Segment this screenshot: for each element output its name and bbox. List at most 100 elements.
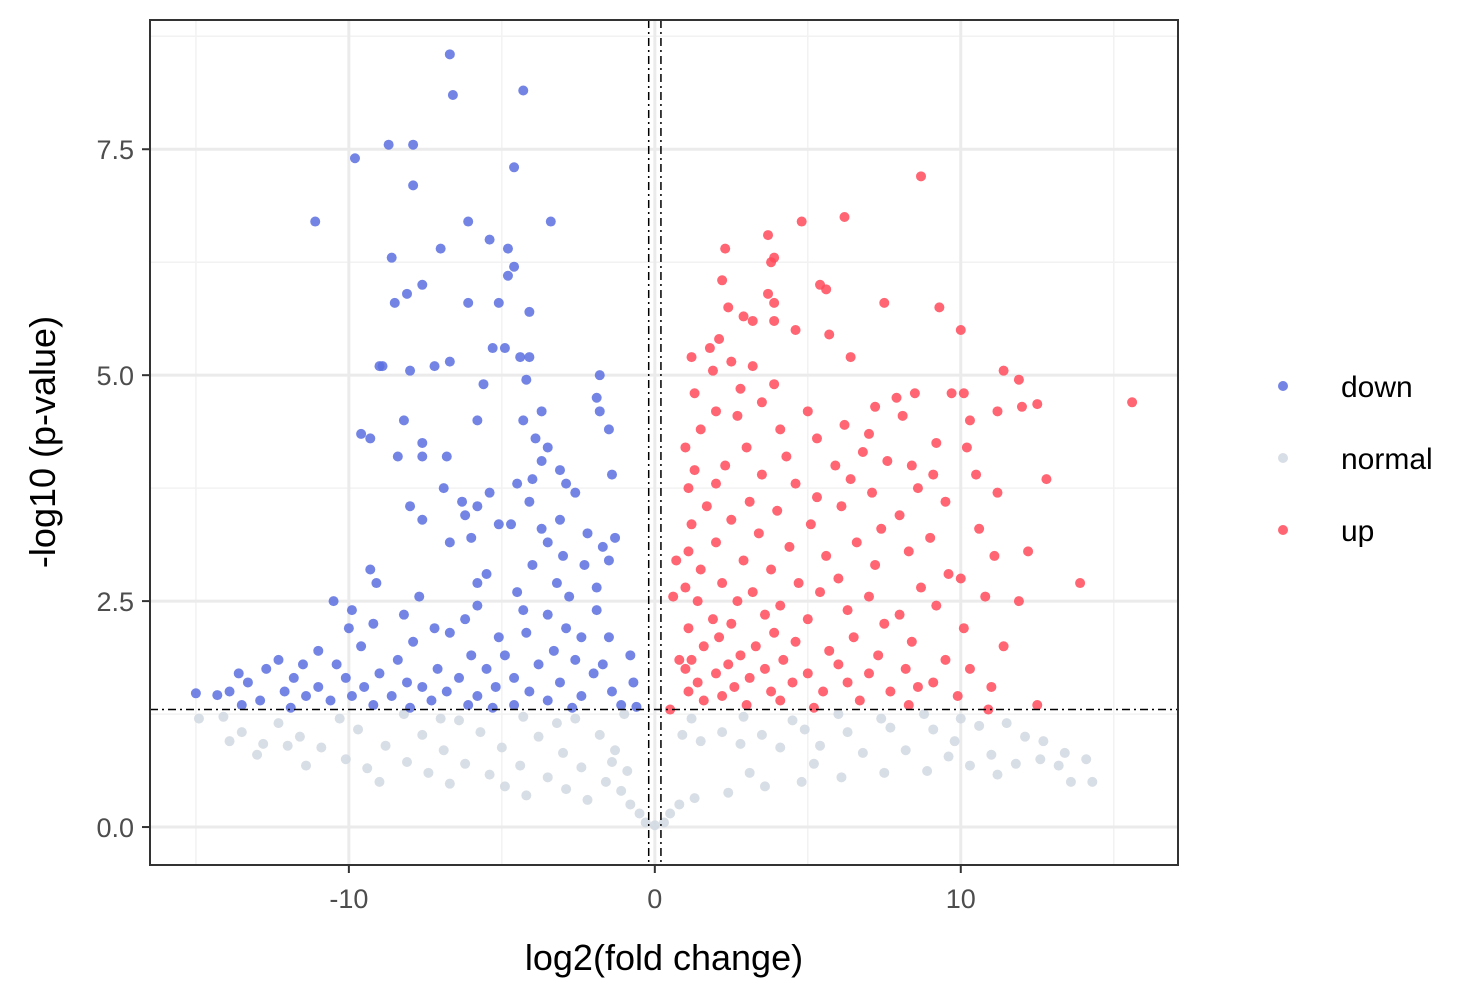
point-down (313, 681, 324, 692)
point-down (512, 587, 523, 598)
point-up (986, 681, 997, 692)
point-normal (499, 781, 510, 792)
point-up (992, 406, 1003, 417)
point-down (356, 428, 367, 439)
point-up (879, 297, 890, 308)
point-down (542, 609, 553, 620)
point-down (548, 645, 559, 656)
point-normal (842, 727, 853, 738)
point-up (811, 492, 822, 503)
point-down (356, 641, 367, 652)
point-up (781, 451, 792, 462)
point-up (900, 663, 911, 674)
point-up (756, 469, 767, 480)
point-up (836, 501, 847, 512)
point-normal (301, 760, 312, 771)
point-up (735, 650, 746, 661)
point-up (787, 677, 798, 688)
point-up (848, 632, 859, 643)
point-up (931, 437, 942, 448)
point-up (839, 212, 850, 223)
point-down (502, 270, 513, 281)
point-down (493, 519, 504, 530)
point-normal (919, 709, 930, 720)
point-up (683, 483, 694, 494)
point-normal (928, 724, 939, 735)
point-down (454, 672, 465, 683)
point-up (934, 302, 945, 313)
y-tick-label: 7.5 (96, 135, 134, 165)
point-down (518, 85, 529, 96)
point-down (487, 343, 498, 354)
point-up (756, 397, 767, 408)
point-down (487, 702, 498, 713)
point-down (603, 632, 614, 643)
point-up (683, 623, 694, 634)
point-normal (1059, 747, 1070, 758)
point-normal (606, 756, 617, 767)
series-down (190, 49, 642, 713)
point-down (509, 162, 520, 173)
point-down (625, 650, 636, 661)
point-up (790, 324, 801, 335)
point-down (564, 591, 575, 602)
point-normal (273, 718, 284, 729)
point-up (870, 401, 881, 412)
point-up (818, 686, 829, 697)
point-normal (738, 711, 749, 722)
point-up (726, 618, 737, 629)
point-up (802, 668, 813, 679)
point-up (689, 465, 700, 476)
point-down (576, 691, 587, 701)
point-normal (1065, 776, 1076, 787)
point-up (928, 677, 939, 688)
point-down (447, 90, 458, 101)
point-normal (876, 713, 887, 724)
point-down (328, 596, 339, 607)
point-down (472, 501, 483, 512)
point-down (521, 374, 532, 385)
point-up (707, 614, 718, 625)
point-up (732, 596, 743, 607)
point-down (374, 668, 385, 679)
point-normal (686, 713, 697, 724)
point-up (955, 324, 966, 335)
point-down (588, 668, 599, 679)
point-down (444, 537, 455, 548)
point-up (741, 700, 752, 711)
point-down (509, 700, 520, 711)
point-down (212, 690, 223, 701)
point-down (466, 532, 477, 543)
point-normal (723, 787, 734, 798)
y-axis-ticks: 0.0 2.5 5.0 7.5 (96, 135, 150, 843)
legend-item-up: up (1278, 515, 1374, 548)
point-down (313, 645, 324, 656)
point-down (426, 695, 437, 706)
point-down (512, 478, 523, 489)
point-normal (787, 715, 798, 726)
point-up (863, 591, 874, 602)
point-down (346, 605, 357, 616)
point-down (359, 681, 370, 692)
legend-key-up (1278, 525, 1288, 535)
point-down (567, 702, 578, 713)
point-normal (649, 820, 660, 831)
point-up (750, 641, 761, 652)
point-up (863, 428, 874, 439)
point-normal (570, 713, 581, 724)
point-down (346, 691, 357, 701)
point-down (398, 609, 409, 620)
point-down (527, 559, 538, 570)
series-normal (193, 709, 1098, 831)
point-up (946, 388, 957, 399)
point-up (766, 257, 777, 268)
point-down (279, 686, 290, 697)
point-up (732, 410, 743, 421)
point-up (711, 668, 722, 679)
point-up (916, 582, 926, 593)
x-tick-label: 0 (647, 884, 662, 914)
point-up (763, 288, 774, 299)
point-up (839, 419, 850, 430)
point-down (233, 668, 244, 679)
